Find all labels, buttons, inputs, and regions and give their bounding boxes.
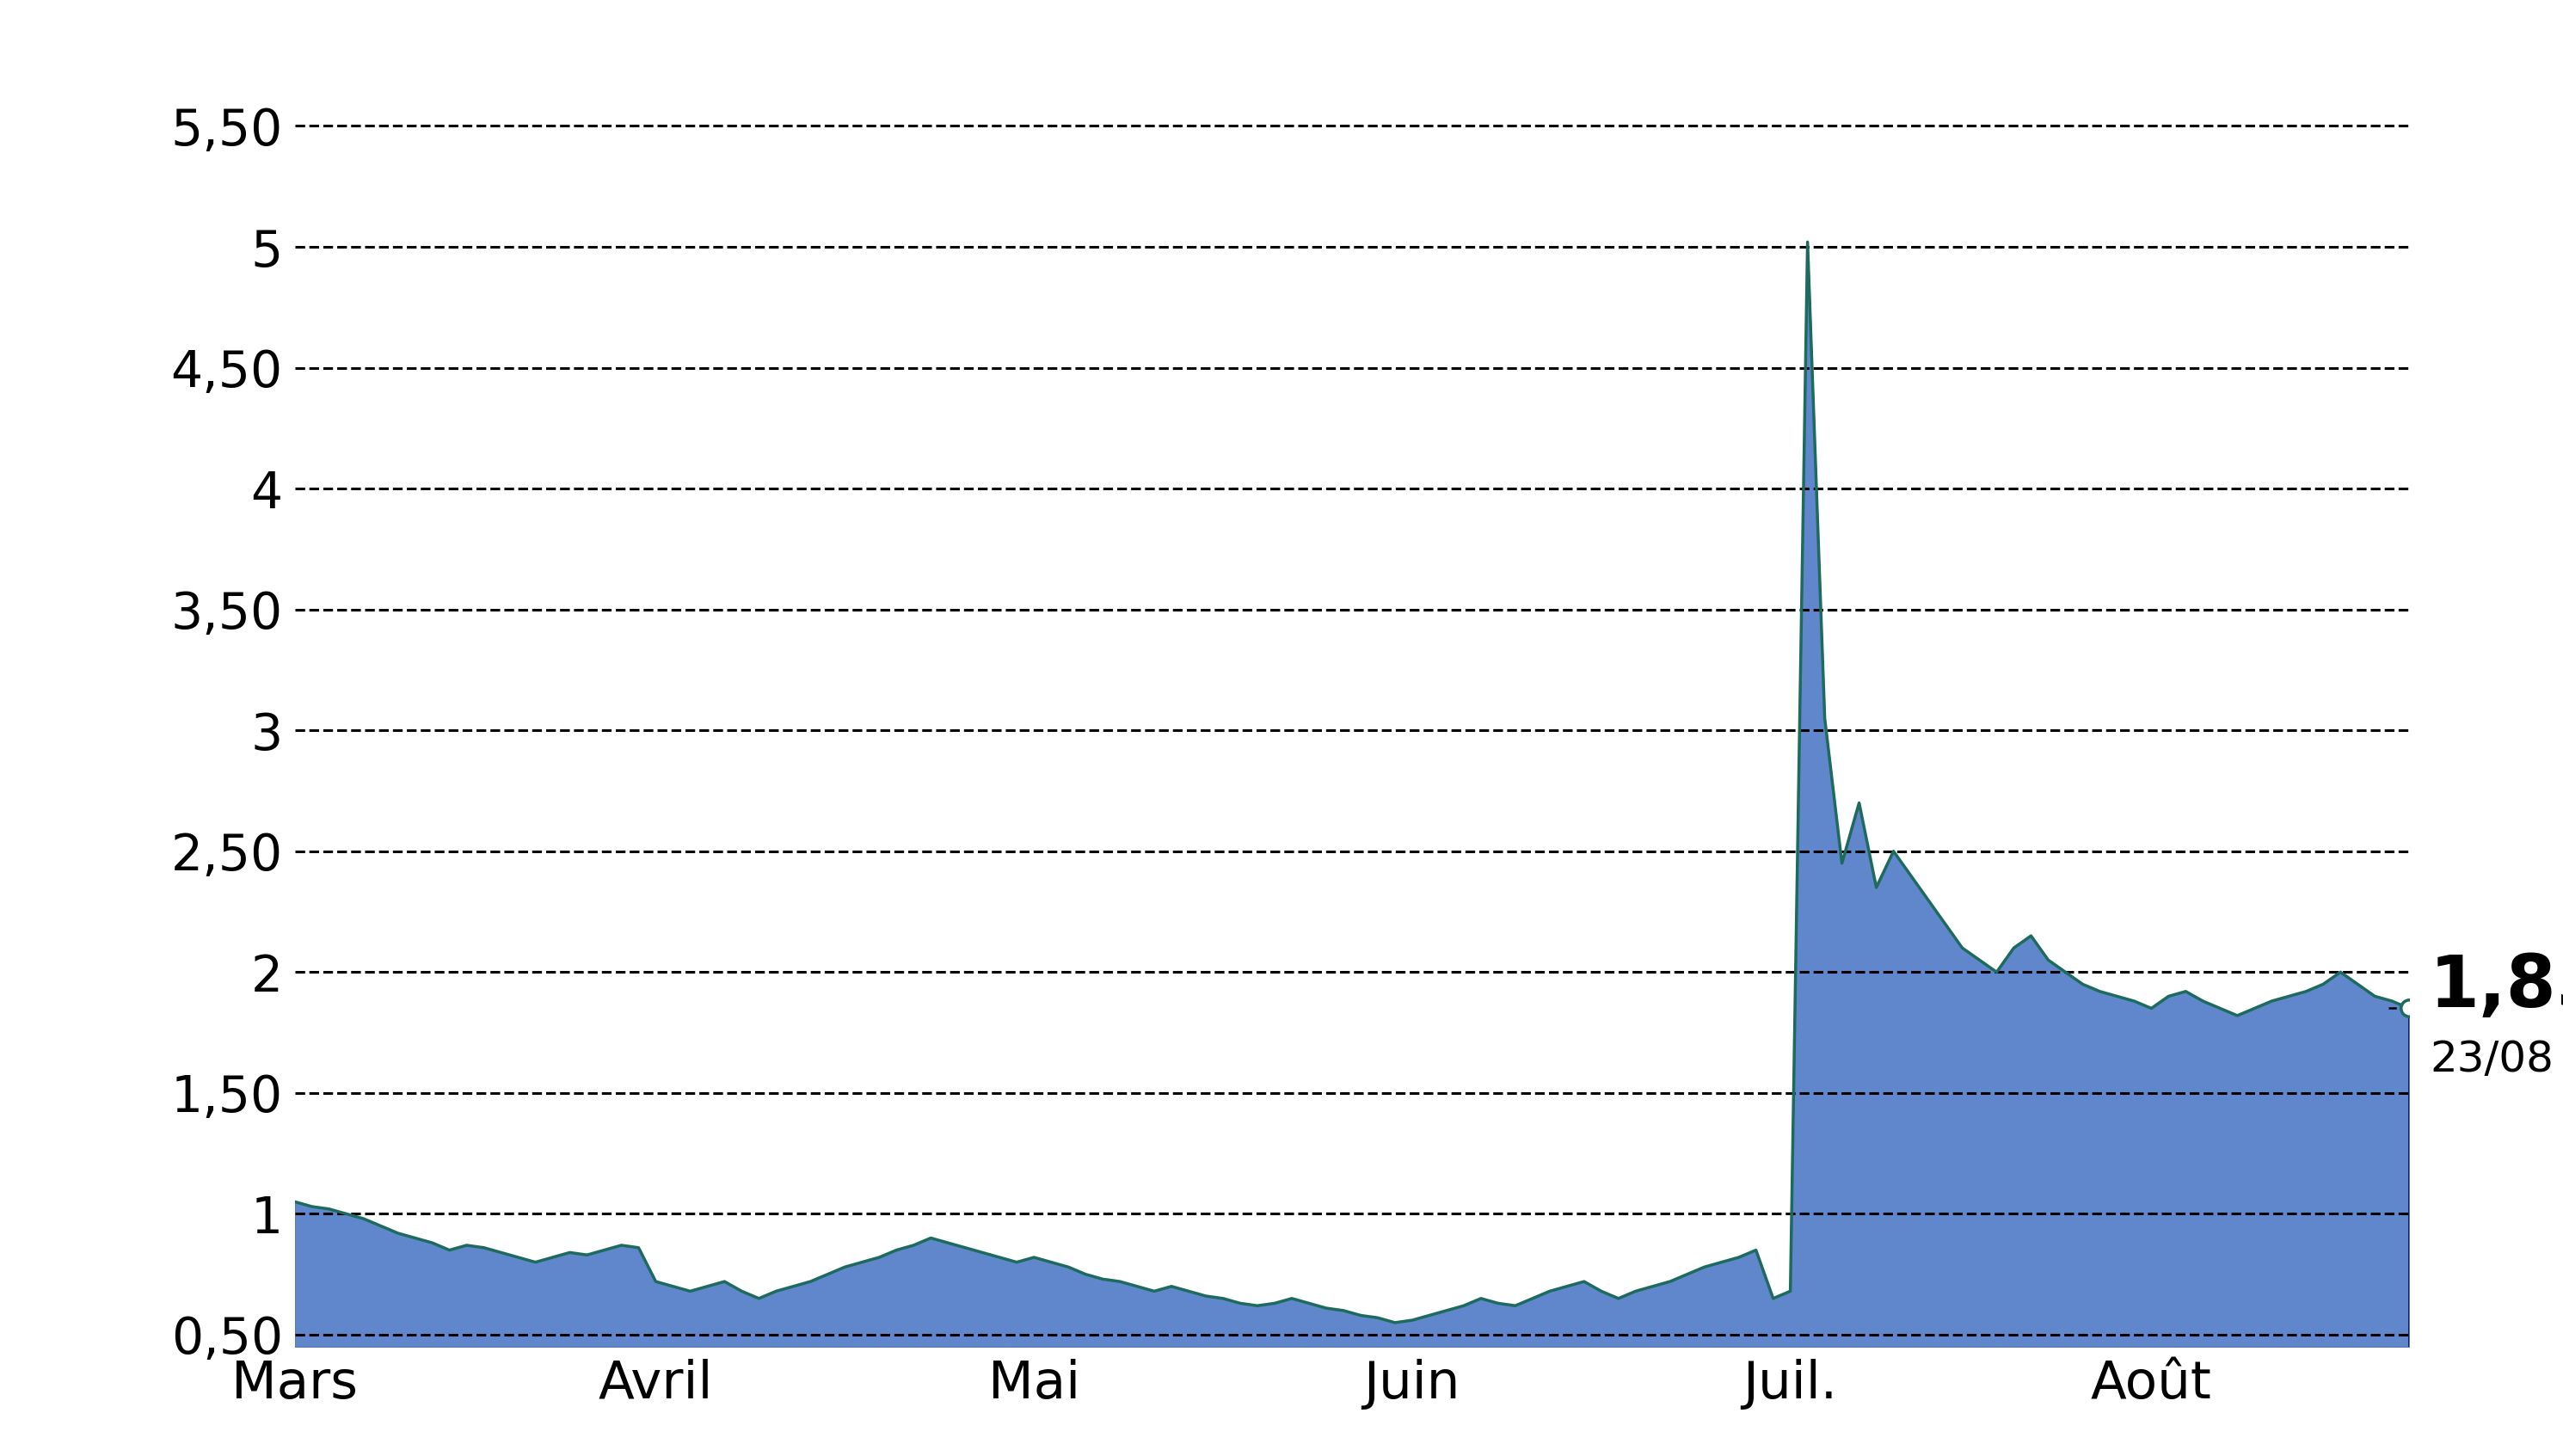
Text: 23/08: 23/08 bbox=[2430, 1038, 2553, 1080]
Text: 1,85: 1,85 bbox=[2430, 952, 2563, 1021]
Text: MIRA Pharmaceuticals, Inc.: MIRA Pharmaceuticals, Inc. bbox=[638, 25, 1925, 103]
